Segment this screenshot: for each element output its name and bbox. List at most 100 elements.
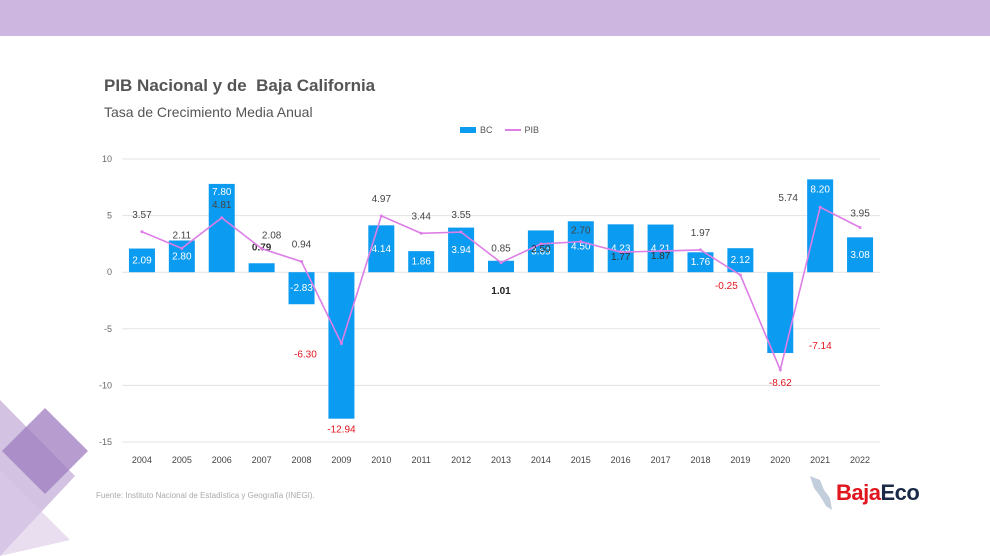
- map-icon: [810, 476, 832, 510]
- pib-point: [459, 230, 463, 234]
- bar-data-label: 1.01: [491, 286, 511, 297]
- logo-baja: Baja: [836, 480, 881, 505]
- bar: [488, 260, 514, 273]
- bar-data-label: 7.80: [212, 187, 232, 198]
- bar-data-label: 4.21: [651, 243, 671, 254]
- pib-point: [818, 205, 822, 209]
- pib-point: [260, 247, 264, 251]
- bar-data-label: -7.14: [809, 341, 832, 352]
- bar-data-label: 3.69: [531, 246, 551, 257]
- pib-point: [379, 214, 383, 218]
- bar: [807, 179, 834, 273]
- pib-data-label: 1.87: [651, 251, 671, 262]
- logo-eco: Eco: [880, 480, 920, 505]
- x-tick-label: 2022: [850, 455, 870, 465]
- bar-data-label: 1.86: [411, 257, 431, 268]
- bar-data-label: 4.14: [372, 244, 392, 255]
- pib-data-label: -6.30: [294, 350, 317, 361]
- y-tick-label: 5: [107, 211, 112, 221]
- bar: [368, 225, 395, 273]
- source-note: Fuente: Instituto Nacional de Estadístic…: [96, 491, 315, 500]
- pib-data-label: 3.44: [411, 211, 431, 222]
- top-band: [0, 0, 990, 36]
- pib-point: [220, 216, 224, 220]
- pib-point: [619, 250, 623, 254]
- x-tick-label: 2019: [730, 455, 750, 465]
- pib-data-label: 2.70: [571, 226, 591, 237]
- bar: [328, 272, 355, 419]
- pib-point: [579, 240, 583, 244]
- x-tick-label: 2017: [651, 455, 671, 465]
- bar-line-chart: 10 5 0 -5 -10 -15 2004 2005 2006 2007 2008 2009 2010…: [99, 154, 880, 465]
- y-tick-label: 0: [107, 267, 112, 277]
- pib-point: [499, 261, 503, 265]
- pib-point: [180, 246, 184, 250]
- bar-data-label: -12.94: [327, 425, 356, 436]
- bar-data-label: 1.76: [691, 257, 711, 268]
- x-tick-label: 2016: [611, 455, 631, 465]
- x-tick-label: 2008: [292, 455, 312, 465]
- x-tick-label: 2021: [810, 455, 830, 465]
- legend-swatch-pib: [504, 129, 521, 131]
- bar: [168, 240, 195, 273]
- bar: [727, 248, 754, 273]
- x-tick-label: 2010: [371, 455, 391, 465]
- pib-point: [339, 342, 343, 346]
- logo-text: BajaEco: [836, 480, 920, 506]
- chart-title: PIB Nacional y de Baja California: [104, 76, 376, 95]
- bar-data-label: 2.80: [172, 251, 192, 262]
- pib-data-label: 2.08: [262, 231, 282, 242]
- pib-data-label: 4.97: [372, 194, 392, 205]
- legend-label-pib: PIB: [524, 125, 540, 135]
- x-tick-label: 2013: [491, 455, 511, 465]
- x-tick-label: 2004: [132, 455, 152, 465]
- legend: BC PIB: [460, 125, 539, 135]
- pib-data-label: 0.94: [292, 240, 312, 251]
- pib-point: [539, 242, 543, 246]
- pib-data-label: 0.85: [491, 244, 511, 255]
- pib-point: [738, 273, 742, 277]
- bar: [607, 224, 634, 273]
- y-tick-label: -5: [104, 324, 112, 334]
- pib-data-label: 1.77: [611, 252, 631, 263]
- x-tick-label: 2012: [451, 455, 471, 465]
- bar: [128, 248, 155, 273]
- pib-data-label: -8.62: [769, 378, 792, 389]
- bar: [208, 183, 235, 273]
- y-tick-label: -10: [99, 380, 112, 390]
- bar: [647, 224, 674, 273]
- x-tick-label: 2009: [331, 455, 351, 465]
- bar-data-label: 2.12: [731, 255, 751, 266]
- bar: [408, 251, 435, 273]
- pib-data-label: 5.74: [778, 193, 798, 204]
- pib-point: [659, 249, 663, 253]
- pib-data-label: 1.97: [691, 228, 711, 239]
- pib-data-label: -0.25: [715, 281, 738, 292]
- bar: [687, 252, 714, 273]
- pib-data-label: 4.81: [212, 200, 232, 211]
- pib-point: [698, 248, 702, 252]
- bar-data-label: 4.50: [571, 242, 591, 253]
- pib-point: [140, 230, 144, 234]
- x-tick-label: 2015: [571, 455, 591, 465]
- pib-data-label: 2.11: [172, 230, 191, 241]
- bar: [248, 263, 275, 273]
- y-tick-label: -15: [99, 437, 112, 447]
- bar-data-label: 4.23: [611, 243, 631, 254]
- bajaeco-logo: BajaEco: [806, 474, 946, 514]
- pib-data-label: 2.50: [531, 244, 551, 255]
- legend-swatch-bc: [460, 127, 476, 133]
- pib-point: [419, 231, 423, 235]
- bar-data-label: 2.09: [132, 255, 152, 266]
- x-tick-label: 2018: [690, 455, 710, 465]
- pib-point: [858, 225, 862, 229]
- x-tick-label: 2006: [212, 455, 232, 465]
- chart-subtitle: Tasa de Crecimiento Media Anual: [104, 104, 313, 120]
- x-tick-label: 2014: [531, 455, 551, 465]
- pib-point: [300, 260, 304, 264]
- bar: [448, 227, 475, 273]
- x-tick-label: 2011: [412, 455, 431, 465]
- pib-data-label: 3.95: [850, 208, 870, 219]
- bar: [847, 237, 874, 273]
- y-tick-label: 10: [102, 154, 112, 164]
